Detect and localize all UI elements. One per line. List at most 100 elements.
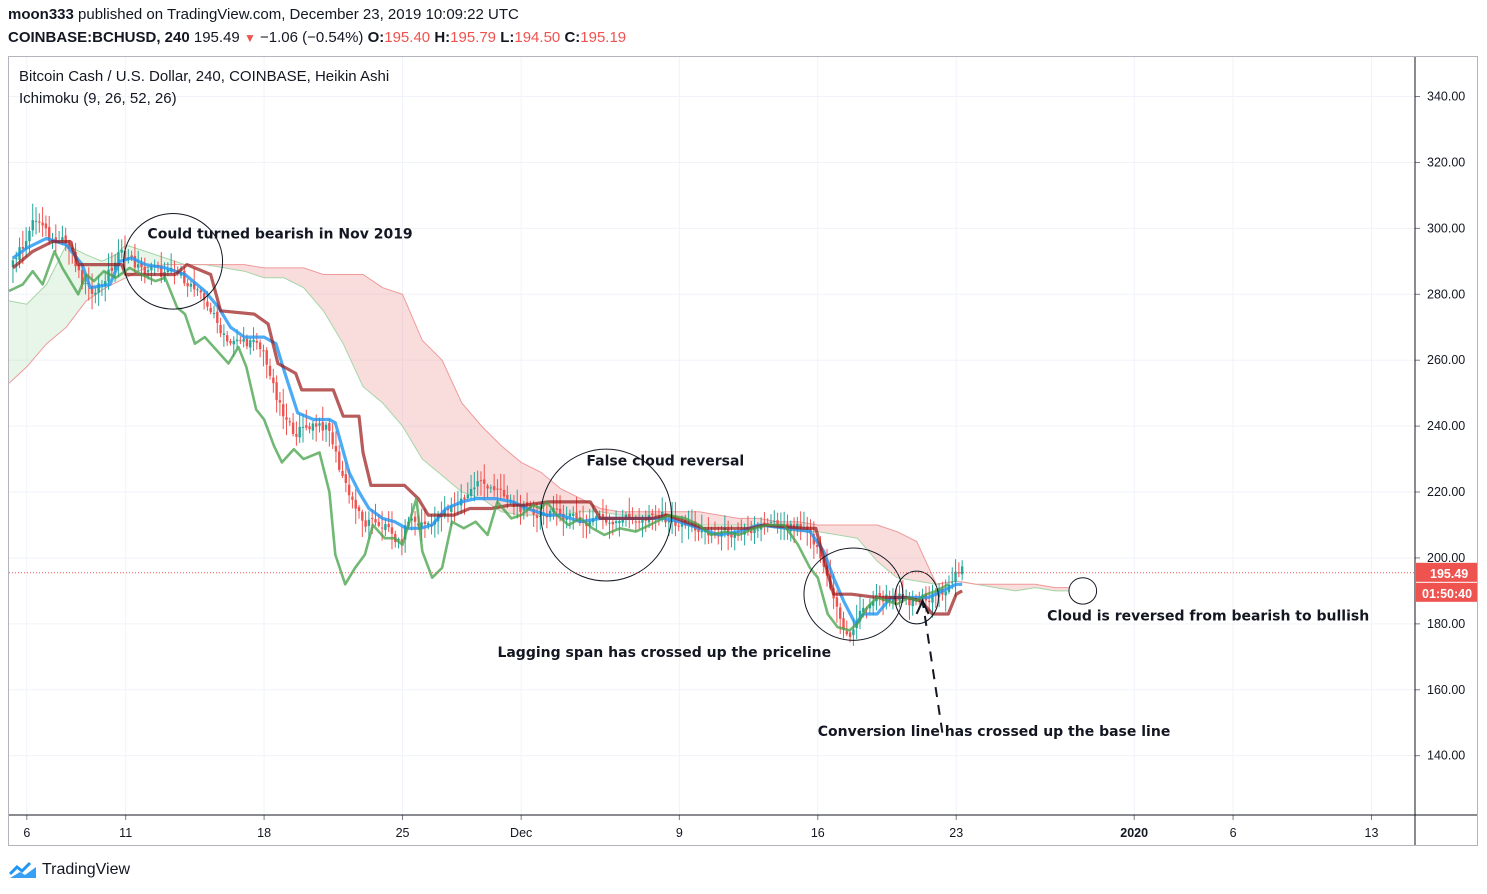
candle-body [219,324,222,334]
x-tick-label: 23 [949,826,963,840]
high-label: H: [434,29,451,46]
candle-body [189,283,193,287]
candle-body [756,529,760,531]
down-arrow-icon: ▼ [243,31,256,45]
candle-body [413,516,417,522]
candle-body [575,512,578,519]
candle-body [298,426,301,438]
candle-body [371,517,374,519]
candle-body [469,488,473,496]
close-label: C: [564,29,581,46]
candle-body [150,265,153,271]
candle-body [862,607,865,613]
axes: 340.00 320.00 300.00 280.00 260.00 240.00 220.… [9,57,1477,845]
candle-body [216,311,219,323]
legend-title: Bitcoin Cash / U.S. Dollar, 240, COINBAS… [19,68,389,85]
annotation-circle [894,570,939,625]
x-tick-label: 6 [1230,826,1237,840]
candle-body [136,264,140,268]
candle-body [377,521,380,526]
x-tick-label: Dec [510,826,532,840]
candle-body [555,508,558,510]
brand-name: TradingView [42,861,131,878]
candle-body [123,251,127,261]
annotation-pointer [921,600,944,733]
candle-body [11,260,15,267]
candle-body [44,223,48,229]
candle-body [819,547,822,559]
candle-body [492,486,496,491]
candle-body [466,494,469,499]
candle-body [852,629,855,636]
candle-body [654,514,657,516]
candle-body [278,400,282,403]
candle-body [41,222,44,226]
candle-body [232,340,235,345]
candle-body [186,283,189,287]
candle-body [314,423,318,427]
candle-body [519,504,522,512]
candle-body [496,488,499,490]
candle-body [285,417,288,420]
candle-body [634,521,638,523]
candle-body [473,487,476,490]
candle-body [15,258,18,260]
candle-body [835,597,839,607]
candle-body [64,235,67,244]
candle-body [697,528,700,533]
candle-body [107,269,110,282]
candle-body [951,582,954,584]
candle-body [608,522,611,524]
low-value: 194.50 [514,29,561,46]
candle-body [222,333,226,335]
candle-body [334,446,338,452]
candle-body [839,607,842,619]
indicator-lines [8,236,963,632]
tradingview-logo-icon [8,861,36,878]
candle-body [193,282,196,290]
candle-body [374,519,377,523]
candle-body [321,422,324,431]
candle-body [104,281,107,286]
candle-body [160,265,163,277]
candle-body [661,511,664,517]
annotation-pointer-head [915,598,930,615]
candle-body [209,307,212,313]
candle-body [700,530,703,533]
candle-body [97,283,100,293]
candle-body [140,263,143,268]
candle-body [677,525,680,527]
tradingview-logo[interactable]: TradingView [8,860,130,880]
candle-body [308,426,311,430]
author-name[interactable]: moon333 [8,6,74,23]
candle-body [331,432,334,445]
candle-body [351,496,354,500]
candle-body [202,293,206,301]
candle-body [249,340,252,348]
candle-body [380,527,384,529]
legend-indicator: Ichimoku (9, 26, 52, 26) [19,90,177,107]
x-tick-label: 16 [811,826,825,840]
last-price: 195.49 [193,29,240,46]
candle-body [420,522,423,528]
ohlc-header: COINBASE:BCHUSD, 240 195.49 ▼ −1.06 (−0.… [8,29,626,46]
candle-body [479,480,483,482]
price-change: −1.06 (−0.54%) [260,29,364,46]
candle-body [242,338,245,342]
candle-body [262,350,265,352]
candle-body [891,597,895,603]
candle-body [954,571,957,583]
candle-body [878,593,881,598]
y-tick-label: 220.00 [1427,485,1465,499]
candle-body [77,265,81,271]
y-tick-label: 260.00 [1427,353,1465,367]
candle-body [255,341,259,343]
annotation-circle [540,448,672,582]
candle-body [611,521,614,525]
x-tick-label: 18 [257,826,271,840]
y-tick-label: 180.00 [1427,617,1465,631]
candle-body [848,632,852,637]
candle-body [235,339,239,342]
candle-body [84,283,87,285]
